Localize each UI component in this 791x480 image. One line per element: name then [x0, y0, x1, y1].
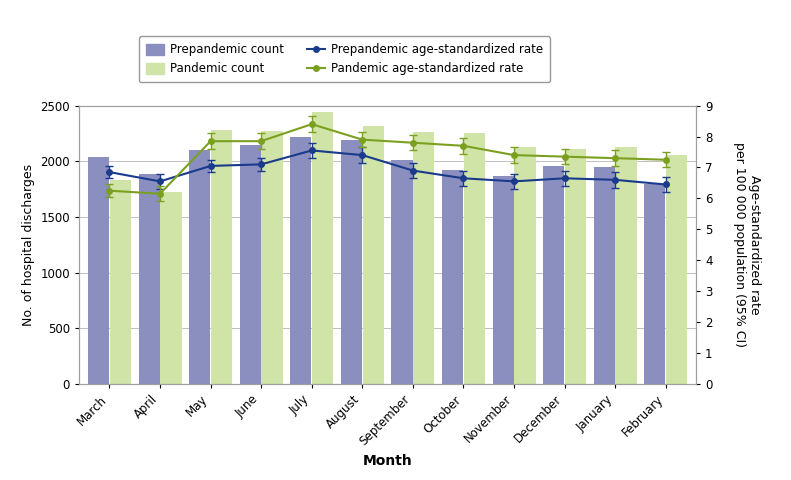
- Bar: [442, 170, 464, 384]
- Bar: [161, 192, 181, 384]
- Bar: [493, 176, 514, 384]
- Bar: [211, 130, 232, 384]
- Y-axis label: Age-standardized rate
per 100 000 population (95% CI): Age-standardized rate per 100 000 popula…: [733, 142, 762, 348]
- Bar: [392, 160, 413, 384]
- Bar: [644, 183, 665, 384]
- Bar: [413, 132, 434, 384]
- Bar: [543, 166, 564, 384]
- X-axis label: Month: Month: [363, 454, 412, 468]
- Legend: Prepandemic count, Pandemic count, Prepandemic age-standardized rate, Pandemic a: Prepandemic count, Pandemic count, Prepa…: [139, 36, 550, 83]
- Bar: [290, 137, 312, 384]
- Bar: [240, 145, 261, 384]
- Bar: [110, 180, 131, 384]
- Bar: [362, 126, 384, 384]
- Bar: [261, 131, 282, 384]
- Bar: [615, 147, 637, 384]
- Bar: [312, 112, 333, 384]
- Bar: [189, 150, 210, 384]
- Bar: [464, 133, 485, 384]
- Bar: [138, 174, 160, 384]
- Bar: [341, 140, 362, 384]
- Bar: [88, 157, 109, 384]
- Bar: [594, 167, 615, 384]
- Bar: [666, 155, 687, 384]
- Bar: [514, 147, 536, 384]
- Bar: [565, 149, 586, 384]
- Y-axis label: No. of hospital discharges: No. of hospital discharges: [22, 164, 35, 326]
